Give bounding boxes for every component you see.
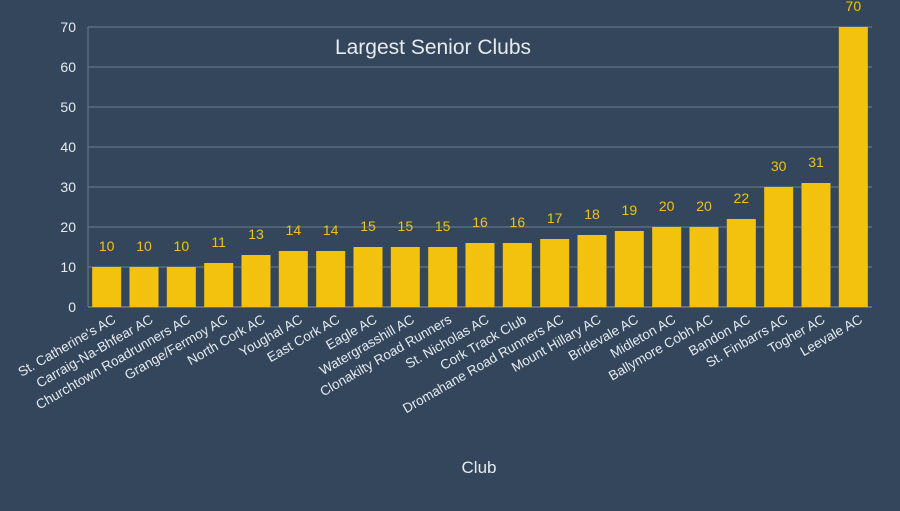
bar — [801, 183, 831, 307]
bar — [316, 251, 346, 307]
data-label: 15 — [360, 218, 376, 234]
bar — [614, 231, 644, 307]
data-label: 20 — [696, 198, 712, 214]
bar — [540, 239, 570, 307]
y-tick-label: 20 — [60, 219, 76, 235]
data-label: 20 — [659, 198, 675, 214]
bar — [278, 251, 308, 307]
data-label: 22 — [734, 190, 750, 206]
bar — [92, 267, 122, 307]
y-tick-label: 30 — [60, 179, 76, 195]
data-label: 15 — [398, 218, 414, 234]
data-label: 31 — [808, 154, 824, 170]
bar — [502, 243, 532, 307]
data-label: 19 — [622, 202, 638, 218]
data-label: 10 — [136, 238, 152, 254]
bar — [390, 247, 420, 307]
y-axis-ticks: 0 10 20 30 40 50 60 70 — [60, 19, 76, 315]
data-label: 16 — [510, 214, 526, 230]
data-label: 11 — [211, 234, 226, 250]
data-label: 17 — [547, 210, 563, 226]
data-label: 10 — [99, 238, 115, 254]
data-label: 30 — [771, 158, 787, 174]
bar — [465, 243, 495, 307]
bar — [764, 187, 794, 307]
bar — [166, 267, 196, 307]
bar — [353, 247, 383, 307]
data-label: 15 — [435, 218, 451, 234]
x-axis-label: Club — [462, 458, 497, 477]
data-label: 16 — [472, 214, 488, 230]
data-label: 10 — [174, 238, 190, 254]
y-tick-label: 60 — [60, 59, 76, 75]
chart-title: Largest Senior Clubs — [335, 36, 531, 59]
bar — [652, 227, 682, 307]
bar — [838, 27, 868, 307]
bar — [577, 235, 607, 307]
y-tick-label: 0 — [68, 299, 76, 315]
bar — [129, 267, 159, 307]
y-tick-label: 50 — [60, 99, 76, 115]
y-tick-label: 70 — [60, 19, 76, 35]
y-tick-label: 40 — [60, 139, 76, 155]
bar — [428, 247, 458, 307]
bar — [241, 255, 271, 307]
data-label: 14 — [286, 222, 302, 238]
data-label: 18 — [584, 206, 600, 222]
bar — [204, 263, 234, 307]
data-label: 13 — [248, 226, 264, 242]
y-tick-label: 10 — [60, 259, 76, 275]
data-labels: 10 10 10 11 13 14 14 15 15 15 16 16 17 18 19 20 20 22 30 31… — [99, 0, 861, 254]
bar — [726, 219, 756, 307]
data-label: 14 — [323, 222, 339, 238]
data-label: 70 — [846, 0, 862, 14]
bar — [689, 227, 719, 307]
bars — [92, 27, 868, 307]
